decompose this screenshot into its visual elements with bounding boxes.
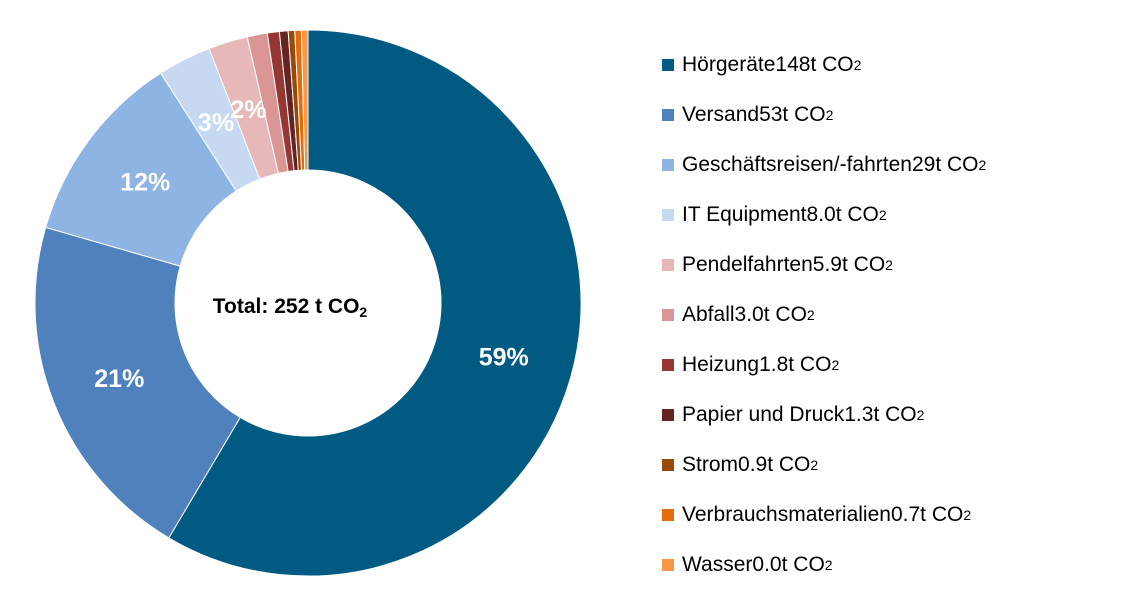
legend-swatch [662, 259, 674, 271]
legend-value: 5.9 [812, 253, 842, 276]
slice-3-percent-label: 12% [120, 169, 170, 197]
legend-value: 0.7 [890, 503, 921, 526]
legend-item-2: Versand 53 t CO 2 [662, 90, 986, 140]
legend-value: 1.3 [844, 403, 874, 426]
legend-value: 53 [759, 103, 783, 126]
legend-item-11: Wasser 0.0 t CO 2 [662, 540, 986, 590]
slice-5-percent-label: 2% [230, 96, 266, 124]
legend-item-7: Heizung 1.8 t CO 2 [662, 340, 986, 390]
legend-swatch [662, 409, 674, 421]
slice-4-percent-label: 3% [198, 109, 234, 137]
legend-unit: t CO [873, 403, 917, 426]
legend-unit: t CO [788, 353, 832, 376]
legend-swatch [662, 209, 674, 221]
slice-1-percent-label: 59% [479, 344, 529, 372]
legend-item-9: Strom 0.9 t CO 2 [662, 440, 986, 490]
legend-value: 0.9 [738, 453, 768, 476]
legend-series-name: Papier und Druck [682, 403, 845, 426]
legend-value: 3.0 [734, 303, 764, 326]
legend-swatch [662, 109, 674, 121]
legend-series-name: Geschäftsreisen/-fahrten [682, 153, 912, 176]
legend-unit: t CO [935, 153, 979, 176]
legend-unit: t CO [782, 103, 826, 126]
legend-unit: t CO [781, 553, 825, 576]
chart-legend: Hörgeräte 148 t CO 2 Versand 53 t CO 2 Gesch… [662, 40, 986, 590]
legend-series-name: Versand [682, 103, 760, 126]
legend-unit: t CO [835, 203, 879, 226]
slice-1 [168, 29, 582, 577]
legend-series-name: Hörgeräte [682, 53, 776, 76]
legend-unit: t CO [767, 453, 811, 476]
legend-item-4: IT Equipment 8.0 t CO 2 [662, 190, 986, 240]
legend-item-8: Papier und Druck 1.3 t CO 2 [662, 390, 986, 440]
slice-11 [300, 29, 309, 171]
legend-value: 8.0 [806, 203, 836, 226]
legend-unit: t CO [920, 503, 964, 526]
legend-series-name: Pendelfahrten [682, 253, 813, 276]
legend-swatch [662, 509, 674, 521]
legend-swatch [662, 309, 674, 321]
legend-series-name: Verbrauchsmaterialien [682, 503, 891, 526]
legend-swatch [662, 459, 674, 471]
donut-chart: 59% 21% 12% 3%2% Total: 252 t CO2 [34, 29, 582, 577]
slice-3 [45, 72, 237, 267]
slice-2 [34, 226, 241, 539]
legend-unit: t CO [763, 303, 807, 326]
legend-value: 0.0 [752, 553, 782, 576]
legend-item-6: Abfall 3.0 t CO 2 [662, 290, 986, 340]
legend-unit: t CO [810, 53, 854, 76]
legend-series-name: Heizung [682, 353, 760, 376]
legend-series-name: IT Equipment [682, 203, 807, 226]
legend-swatch [662, 59, 674, 71]
legend-value: 1.8 [759, 353, 789, 376]
slice-2-percent-label: 21% [94, 365, 144, 393]
legend-value: 148 [775, 53, 811, 76]
center-total-label: Total: 252 t CO2 [213, 295, 368, 320]
percentage-labels: 59% 21% 12% 3%2% [94, 96, 529, 393]
legend-item-3: Geschäftsreisen/-fahrten 29 t CO 2 [662, 140, 986, 190]
legend-item-10: Verbrauchsmaterialien 0.7 t CO 2 [662, 490, 986, 540]
legend-series-name: Wasser [682, 553, 753, 576]
legend-series-name: Strom [682, 453, 739, 476]
legend-item-5: Pendelfahrten 5.9 t CO 2 [662, 240, 986, 290]
legend-value: 29 [911, 153, 936, 176]
legend-series-name: Abfall [682, 303, 735, 326]
legend-swatch [662, 359, 674, 371]
legend-unit: t CO [841, 253, 886, 276]
legend-swatch [662, 559, 674, 571]
legend-item-1: Hörgeräte 148 t CO 2 [662, 40, 986, 90]
donut-slices [34, 29, 582, 577]
legend-swatch [662, 159, 674, 171]
